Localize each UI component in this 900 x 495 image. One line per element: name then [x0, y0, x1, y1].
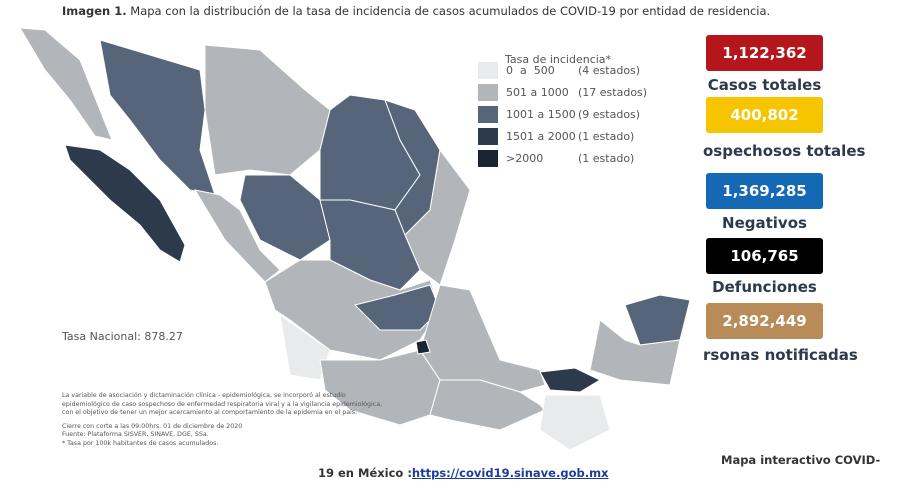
stat-label: Negativos [722, 214, 807, 232]
footer-text: Mapa interactivo COVID- [721, 453, 881, 467]
state [239, 174, 331, 261]
state [415, 339, 431, 355]
legend-count: (9 estados) [578, 108, 641, 121]
stat-box: 106,765 [706, 238, 823, 274]
stat-box: 400,802 [706, 97, 823, 133]
header-title: Mapa con la distribución de la tasa de i… [130, 4, 771, 18]
state [204, 44, 331, 176]
note-line: La variable de asociación y dictaminació… [62, 392, 346, 399]
legend-swatch [478, 128, 498, 145]
footer-text: 19 en México : [318, 466, 412, 480]
legend-count: (17 estados) [578, 86, 648, 99]
legend-count: (1 estado) [578, 152, 635, 165]
stat-label: rsonas notificadas [703, 346, 858, 364]
national-rate: Tasa Nacional: 878.27 [62, 330, 183, 343]
header-label: Imagen 1. [62, 4, 127, 18]
note-line: * Tasa por 100k habitantes de casos acum… [62, 439, 219, 447]
state [419, 284, 546, 393]
legend-swatch [478, 150, 498, 167]
state [624, 294, 691, 346]
state [539, 367, 602, 393]
note-line: epidemiológico de caso sospechoso de enf… [62, 400, 383, 408]
legend-count: (1 estado) [578, 130, 635, 143]
state [64, 144, 186, 263]
legend-range: >2000 [506, 152, 544, 165]
legend-range: 0 a 500 [506, 64, 555, 77]
stat-label: Defunciones [712, 278, 817, 296]
legend-range: 1001 a 1500 [506, 108, 576, 121]
header: Imagen 1. Mapa con la distribución de la… [62, 4, 770, 18]
legend-range: 1501 a 2000 [506, 130, 576, 143]
footer-line: 19 en México :https://covid19.sinave.gob… [318, 466, 608, 480]
legend-range: 501 a 1000 [506, 86, 569, 99]
legend-swatch [478, 62, 498, 79]
state [193, 189, 281, 283]
note-line: Fuente: Plataforma SISVER, SINAVE, DGE, … [62, 431, 209, 439]
state [589, 319, 681, 386]
state [539, 394, 611, 451]
state [19, 27, 113, 141]
state [279, 313, 331, 381]
legend-swatch [478, 106, 498, 123]
map [19, 27, 691, 451]
note-line: con el objetivo de tener un mejor acerca… [62, 409, 358, 417]
legend-swatch [478, 84, 498, 101]
stat-label: Casos totales [707, 76, 822, 94]
legend-title: Tasa de incidencia* [505, 53, 612, 66]
stat-box: 1,369,285 [706, 173, 823, 209]
state [429, 379, 546, 431]
note-line: Cierre con corte a las 09:00hrs. 01 de d… [62, 422, 243, 430]
notes: La variable de asociación y dictaminació… [62, 392, 382, 449]
stat-box: 2,892,449 [706, 303, 823, 339]
stat-label: ospechosos totales [703, 142, 866, 160]
legend-count: (4 estados) [578, 64, 641, 77]
state [404, 148, 471, 286]
footer-link[interactable]: https://covid19.sinave.gob.mx [411, 466, 609, 480]
stat-box: 1,122,362 [706, 35, 823, 71]
